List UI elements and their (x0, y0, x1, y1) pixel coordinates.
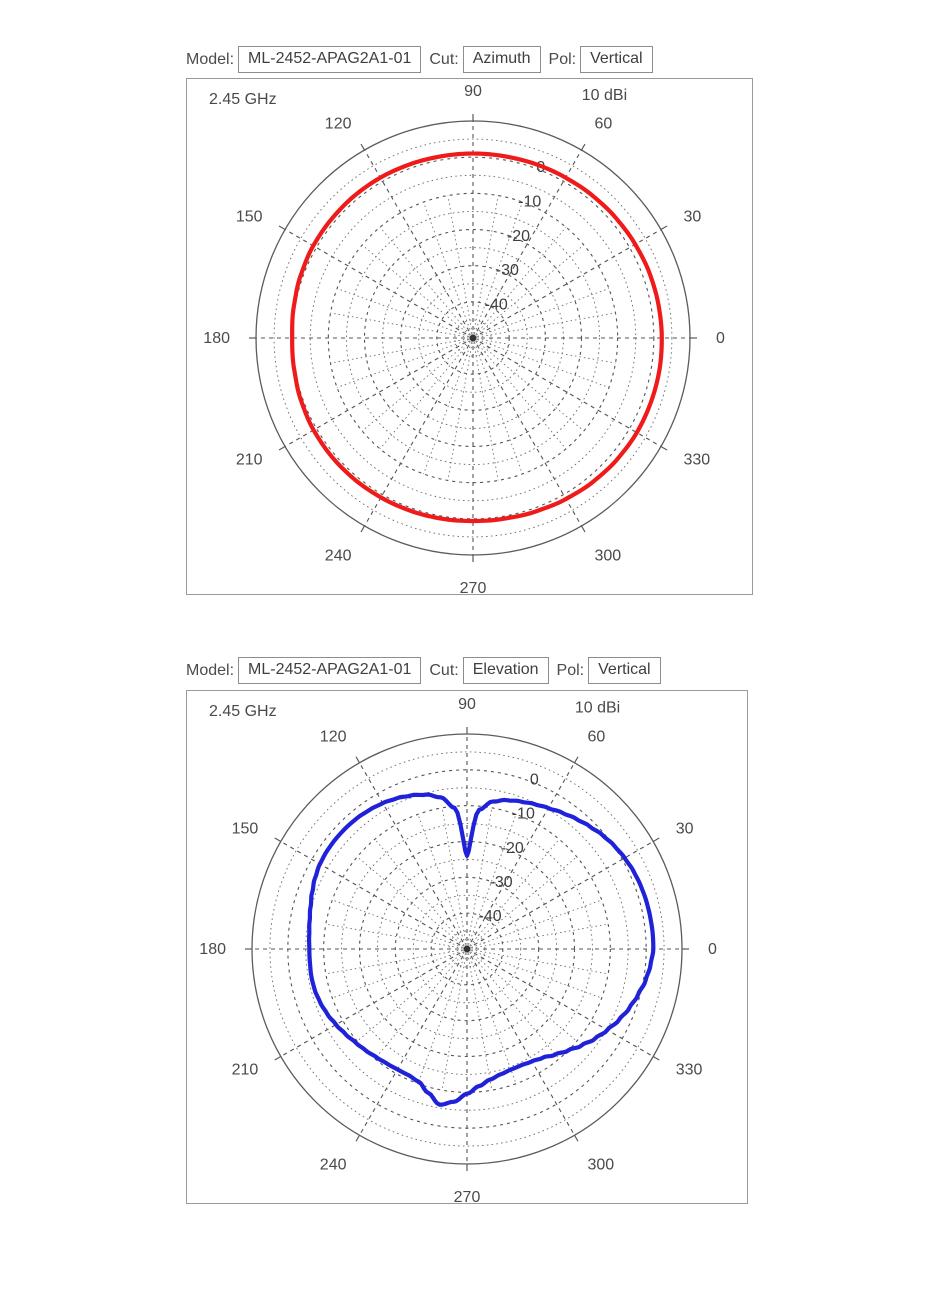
angle-tick-label: 240 (320, 1157, 347, 1174)
model-value-box-2[interactable]: ML-2452-APAG2A1-01 (238, 657, 422, 685)
model-value-box[interactable]: ML-2452-APAG2A1-01 (238, 46, 422, 74)
angle-tick-label: 120 (320, 728, 347, 745)
pol-value-box[interactable]: Vertical (580, 46, 653, 74)
cut-label-2: Cut: (429, 661, 459, 679)
radial-tick-label: -40 (485, 297, 508, 314)
polar-chart-elevation: 0 30 60 90 120 150 180 210 240 270 300 330 10 dBi 0 -1… (199, 696, 717, 1206)
cut-field-group: Cut: Azimuth (429, 46, 541, 74)
radial-tick-label: -20 (501, 840, 524, 857)
pol-field-group: Pol: Vertical (548, 46, 653, 74)
radial-unit-label: 10 dBi (575, 700, 620, 717)
angle-tick-label: 210 (232, 1062, 259, 1079)
radial-tick-label: -30 (490, 874, 513, 891)
radial-tick-label: -20 (507, 228, 530, 245)
angle-tick-label: 330 (676, 1062, 703, 1079)
angle-tick-label: 0 (708, 941, 717, 958)
radial-unit-label: 10 dBi (582, 87, 627, 104)
pol-field-group-2: Pol: Vertical (556, 657, 661, 685)
frequency-label-2: 2.45 GHz (209, 703, 277, 720)
angle-tick-label: 270 (454, 1189, 481, 1206)
angle-tick-label: 90 (458, 696, 476, 713)
angle-tick-label: 270 (460, 580, 487, 597)
cut-value-box-2[interactable]: Elevation (462, 657, 549, 685)
panel-header-azimuth: Model: ML-2452-APAG2A1-01 Cut: Azimuth P… (186, 46, 653, 74)
angle-tick-label: 150 (236, 209, 263, 226)
radial-tick-label: 0 (530, 772, 539, 789)
radial-tick-label: -10 (512, 806, 535, 823)
panel-header-elevation: Model: ML-2452-APAG2A1-01 Cut: Elevation… (186, 657, 661, 685)
angle-tick-label: 60 (595, 116, 613, 133)
pattern-trace (306, 792, 656, 1107)
pol-label: Pol: (548, 50, 577, 68)
angle-tick-label: 180 (199, 941, 226, 958)
angle-tick-label: 330 (683, 452, 710, 469)
angle-tick-label: 300 (588, 1157, 615, 1174)
angle-tick-label: 120 (325, 116, 352, 133)
angle-tick-label: 90 (464, 83, 482, 100)
radial-tick-label: -30 (496, 262, 519, 279)
angle-tick-label: 30 (683, 209, 701, 226)
model-field-group: Model: ML-2452-APAG2A1-01 (186, 46, 422, 74)
angle-tick-label: 150 (232, 821, 259, 838)
polar-plot-panel-elevation: 2.45 GHz 0 30 60 90 120 150 180 210 240 270 300 330… (186, 690, 748, 1206)
pol-value-box-2[interactable]: Vertical (588, 657, 661, 685)
pol-label-2: Pol: (556, 661, 585, 679)
model-field-group-2: Model: ML-2452-APAG2A1-01 (186, 657, 422, 685)
cut-value-box[interactable]: Azimuth (462, 46, 541, 74)
angle-tick-label: 180 (203, 330, 230, 347)
model-label: Model: (186, 50, 235, 68)
cut-field-group-2: Cut: Elevation (429, 657, 549, 685)
angle-tick-label: 0 (716, 330, 725, 347)
radial-tick-label: -10 (518, 193, 541, 210)
angle-tick-label: 60 (588, 728, 606, 745)
angle-tick-label: 240 (325, 547, 352, 564)
radial-tick-label: -40 (479, 908, 502, 925)
cut-label: Cut: (429, 50, 459, 68)
pattern-trace (290, 151, 664, 524)
angle-tick-label: 30 (676, 821, 694, 838)
frequency-label: 2.45 GHz (209, 91, 277, 108)
polar-plot-panel-azimuth: 2.45 GHz 0 30 60 90 120 150 180 210 240 270 300 330… (186, 78, 753, 597)
angle-tick-label: 210 (236, 452, 263, 469)
model-label-2: Model: (186, 661, 235, 679)
angle-tick-label: 300 (595, 547, 622, 564)
